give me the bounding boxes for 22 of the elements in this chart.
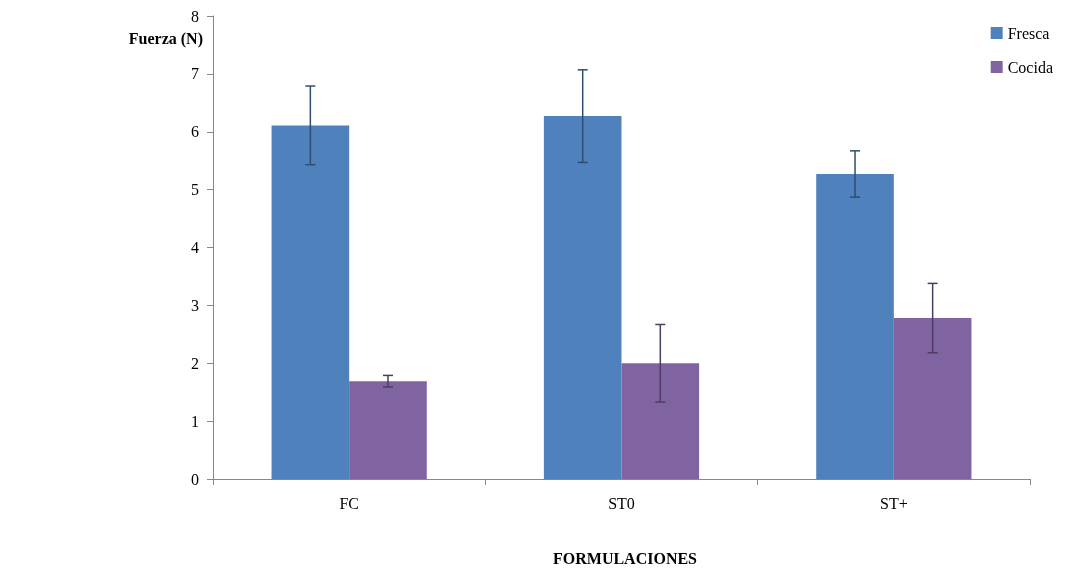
legend-label: Cocida [1007,58,1054,76]
bar [543,116,622,479]
x-axis-title: FORMULACIONES [552,549,698,567]
bar [893,318,972,479]
y-tick-label: 6 [191,123,199,141]
y-tick-label: 0 [191,470,199,488]
y-tick-label: 3 [191,296,199,314]
y-tick-label: 4 [191,239,199,256]
bar [816,174,894,479]
y-tick-label: 7 [191,65,199,83]
x-tick-label: ST+ [879,494,908,512]
bar [271,125,350,479]
x-tick-label: FC [339,494,359,512]
y-tick-label: 2 [191,354,199,372]
y-axis-title: Fuerza (N) [128,29,203,48]
bar [349,381,427,479]
bar [621,363,700,479]
y-tick-label: 5 [191,181,199,199]
y-tick-label: 1 [191,412,199,430]
x-tick-label: ST0 [608,494,635,512]
y-tick-label: 8 [191,7,199,25]
legend-label: Fresca [1007,24,1050,42]
